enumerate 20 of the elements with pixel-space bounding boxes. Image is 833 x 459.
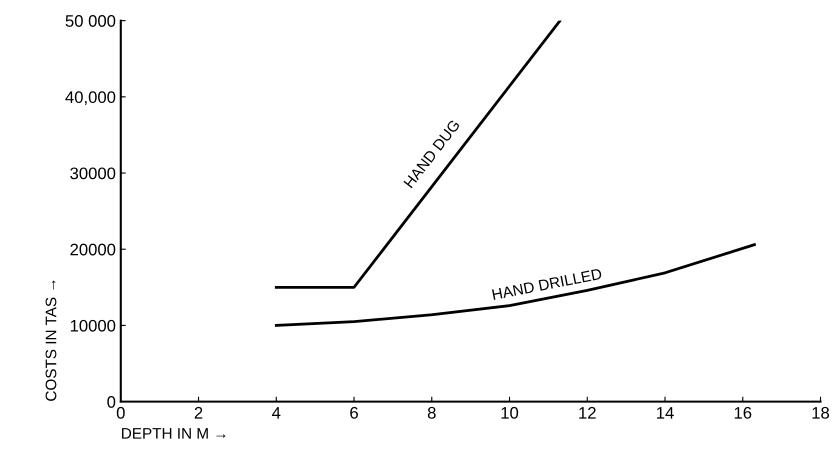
- x-tick-label: 2: [194, 406, 202, 419]
- y-tick-label: 20000: [70, 244, 116, 256]
- y-tick-label: 0: [107, 396, 116, 408]
- x-tick-label: 0: [116, 406, 125, 419]
- x-tick-label: 10: [502, 406, 518, 419]
- x-tick-label: 18: [812, 406, 830, 419]
- x-tick-label: 12: [579, 406, 596, 419]
- x-axis-title: DEPTH IN M →: [122, 428, 226, 439]
- y-axis-title: COSTS IN TAS →: [46, 280, 56, 401]
- x-tick-label: 4: [272, 407, 280, 419]
- text: HAND DRILLED: [492, 268, 602, 300]
- y-tick-label: 30000: [70, 167, 116, 180]
- x-tick-label: 6: [350, 406, 358, 419]
- x-tick-label: 8: [428, 406, 436, 419]
- x-tick-label: 16: [734, 406, 752, 419]
- x-tick-label: 14: [657, 407, 674, 419]
- y-tick-label: 40,000: [65, 91, 116, 106]
- y-tick-label: 10000: [70, 320, 116, 332]
- y-tick-label: 50 000: [66, 15, 116, 27]
- line-series: [274, 243, 756, 327]
